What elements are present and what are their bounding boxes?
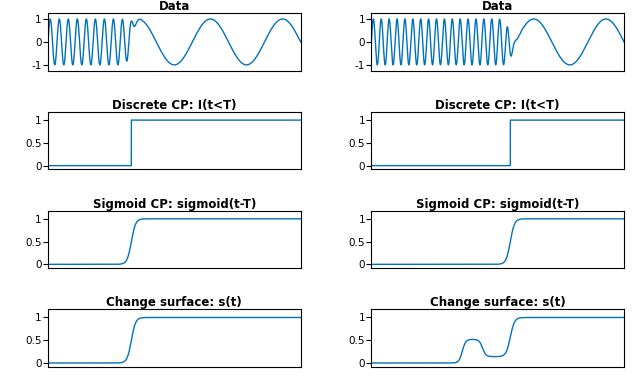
Title: Sigmoid CP: sigmoid(t-T): Sigmoid CP: sigmoid(t-T) (93, 198, 256, 211)
Title: Discrete CP: I(t<T): Discrete CP: I(t<T) (112, 99, 237, 112)
Title: Change surface: s(t): Change surface: s(t) (106, 296, 242, 309)
Title: Change surface: s(t): Change surface: s(t) (430, 296, 566, 309)
Title: Sigmoid CP: sigmoid(t-T): Sigmoid CP: sigmoid(t-T) (416, 198, 579, 211)
Title: Data: Data (482, 0, 513, 13)
Title: Discrete CP: I(t<T): Discrete CP: I(t<T) (435, 99, 560, 112)
Title: Data: Data (159, 0, 190, 13)
